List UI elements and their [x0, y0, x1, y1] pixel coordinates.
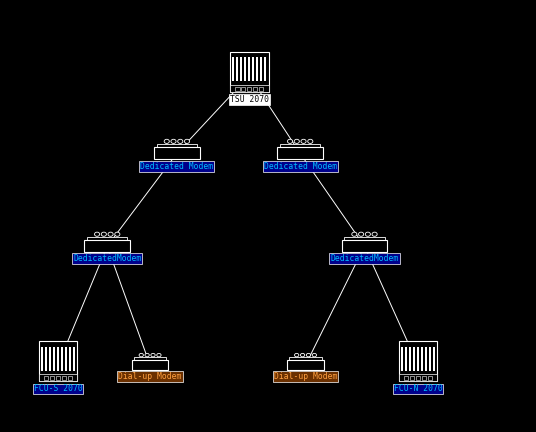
Bar	[413, 347, 415, 371]
Bar	[404, 376, 408, 380]
Circle shape	[164, 139, 169, 143]
Bar	[236, 57, 238, 81]
Bar	[50, 376, 54, 380]
Bar	[399, 374, 437, 381]
Circle shape	[184, 139, 190, 143]
Bar	[253, 87, 257, 91]
Text: Dial-up Modem: Dial-up Modem	[118, 372, 182, 381]
Bar	[53, 347, 55, 371]
Bar	[154, 147, 200, 159]
Circle shape	[157, 353, 161, 357]
Bar	[65, 347, 67, 371]
Text: Dial-up Modem: Dial-up Modem	[274, 372, 337, 381]
Bar	[421, 347, 423, 371]
Bar	[433, 347, 435, 371]
Circle shape	[366, 232, 370, 236]
Circle shape	[115, 232, 120, 236]
Bar	[49, 347, 51, 371]
Text: DedicatedModem: DedicatedModem	[73, 254, 142, 264]
Bar	[422, 376, 426, 380]
Text: DedicatedModem: DedicatedModem	[330, 254, 399, 264]
Bar	[280, 144, 321, 147]
Bar	[240, 57, 242, 81]
Text: TSU 2070: TSU 2070	[230, 95, 269, 104]
Circle shape	[177, 139, 183, 143]
Circle shape	[171, 139, 176, 143]
Circle shape	[101, 232, 106, 236]
Bar	[428, 376, 432, 380]
Bar	[230, 52, 269, 92]
Bar	[87, 237, 128, 240]
Bar	[287, 360, 324, 370]
Bar	[157, 144, 197, 147]
Bar	[44, 376, 48, 380]
Bar	[232, 57, 234, 81]
Bar	[241, 87, 245, 91]
Circle shape	[108, 232, 113, 236]
Text: FCU-S 2070: FCU-S 2070	[34, 384, 82, 394]
Bar	[345, 237, 385, 240]
Bar	[134, 357, 166, 360]
Bar	[252, 57, 254, 81]
Bar	[39, 374, 77, 381]
Text: Dedicated Modem: Dedicated Modem	[264, 162, 337, 171]
Circle shape	[94, 232, 100, 236]
Text: FCU-N 2070: FCU-N 2070	[394, 384, 442, 394]
Circle shape	[295, 353, 299, 357]
Circle shape	[359, 232, 364, 236]
Bar	[244, 57, 246, 81]
Circle shape	[145, 353, 149, 357]
Bar	[401, 347, 403, 371]
Bar	[260, 57, 262, 81]
Bar	[247, 87, 251, 91]
Bar	[248, 57, 250, 81]
Bar	[278, 147, 323, 159]
Circle shape	[308, 139, 313, 143]
Circle shape	[301, 139, 306, 143]
Bar	[264, 57, 266, 81]
Bar	[259, 87, 263, 91]
Circle shape	[352, 232, 357, 236]
Bar	[73, 347, 75, 371]
Bar	[39, 341, 77, 381]
Bar	[409, 347, 411, 371]
Circle shape	[372, 232, 377, 236]
Text: Dedicated Modem: Dedicated Modem	[140, 162, 213, 171]
Bar	[235, 87, 240, 91]
Bar	[85, 240, 130, 252]
Bar	[230, 85, 269, 92]
Bar	[256, 57, 258, 81]
Circle shape	[312, 353, 316, 357]
Bar	[416, 376, 420, 380]
Bar	[62, 376, 66, 380]
Circle shape	[287, 139, 293, 143]
Circle shape	[151, 353, 155, 357]
Bar	[399, 341, 437, 381]
Circle shape	[139, 353, 144, 357]
Bar	[56, 376, 60, 380]
Bar	[417, 347, 419, 371]
Bar	[342, 240, 387, 252]
Bar	[68, 376, 72, 380]
Bar	[45, 347, 47, 371]
Bar	[61, 347, 63, 371]
Bar	[57, 347, 59, 371]
Bar	[429, 347, 431, 371]
Circle shape	[307, 353, 311, 357]
Bar	[410, 376, 414, 380]
Bar	[41, 347, 43, 371]
Circle shape	[300, 353, 304, 357]
Circle shape	[294, 139, 299, 143]
Bar	[425, 347, 427, 371]
Bar	[69, 347, 71, 371]
Bar	[132, 360, 168, 370]
Bar	[289, 357, 322, 360]
Bar	[405, 347, 407, 371]
